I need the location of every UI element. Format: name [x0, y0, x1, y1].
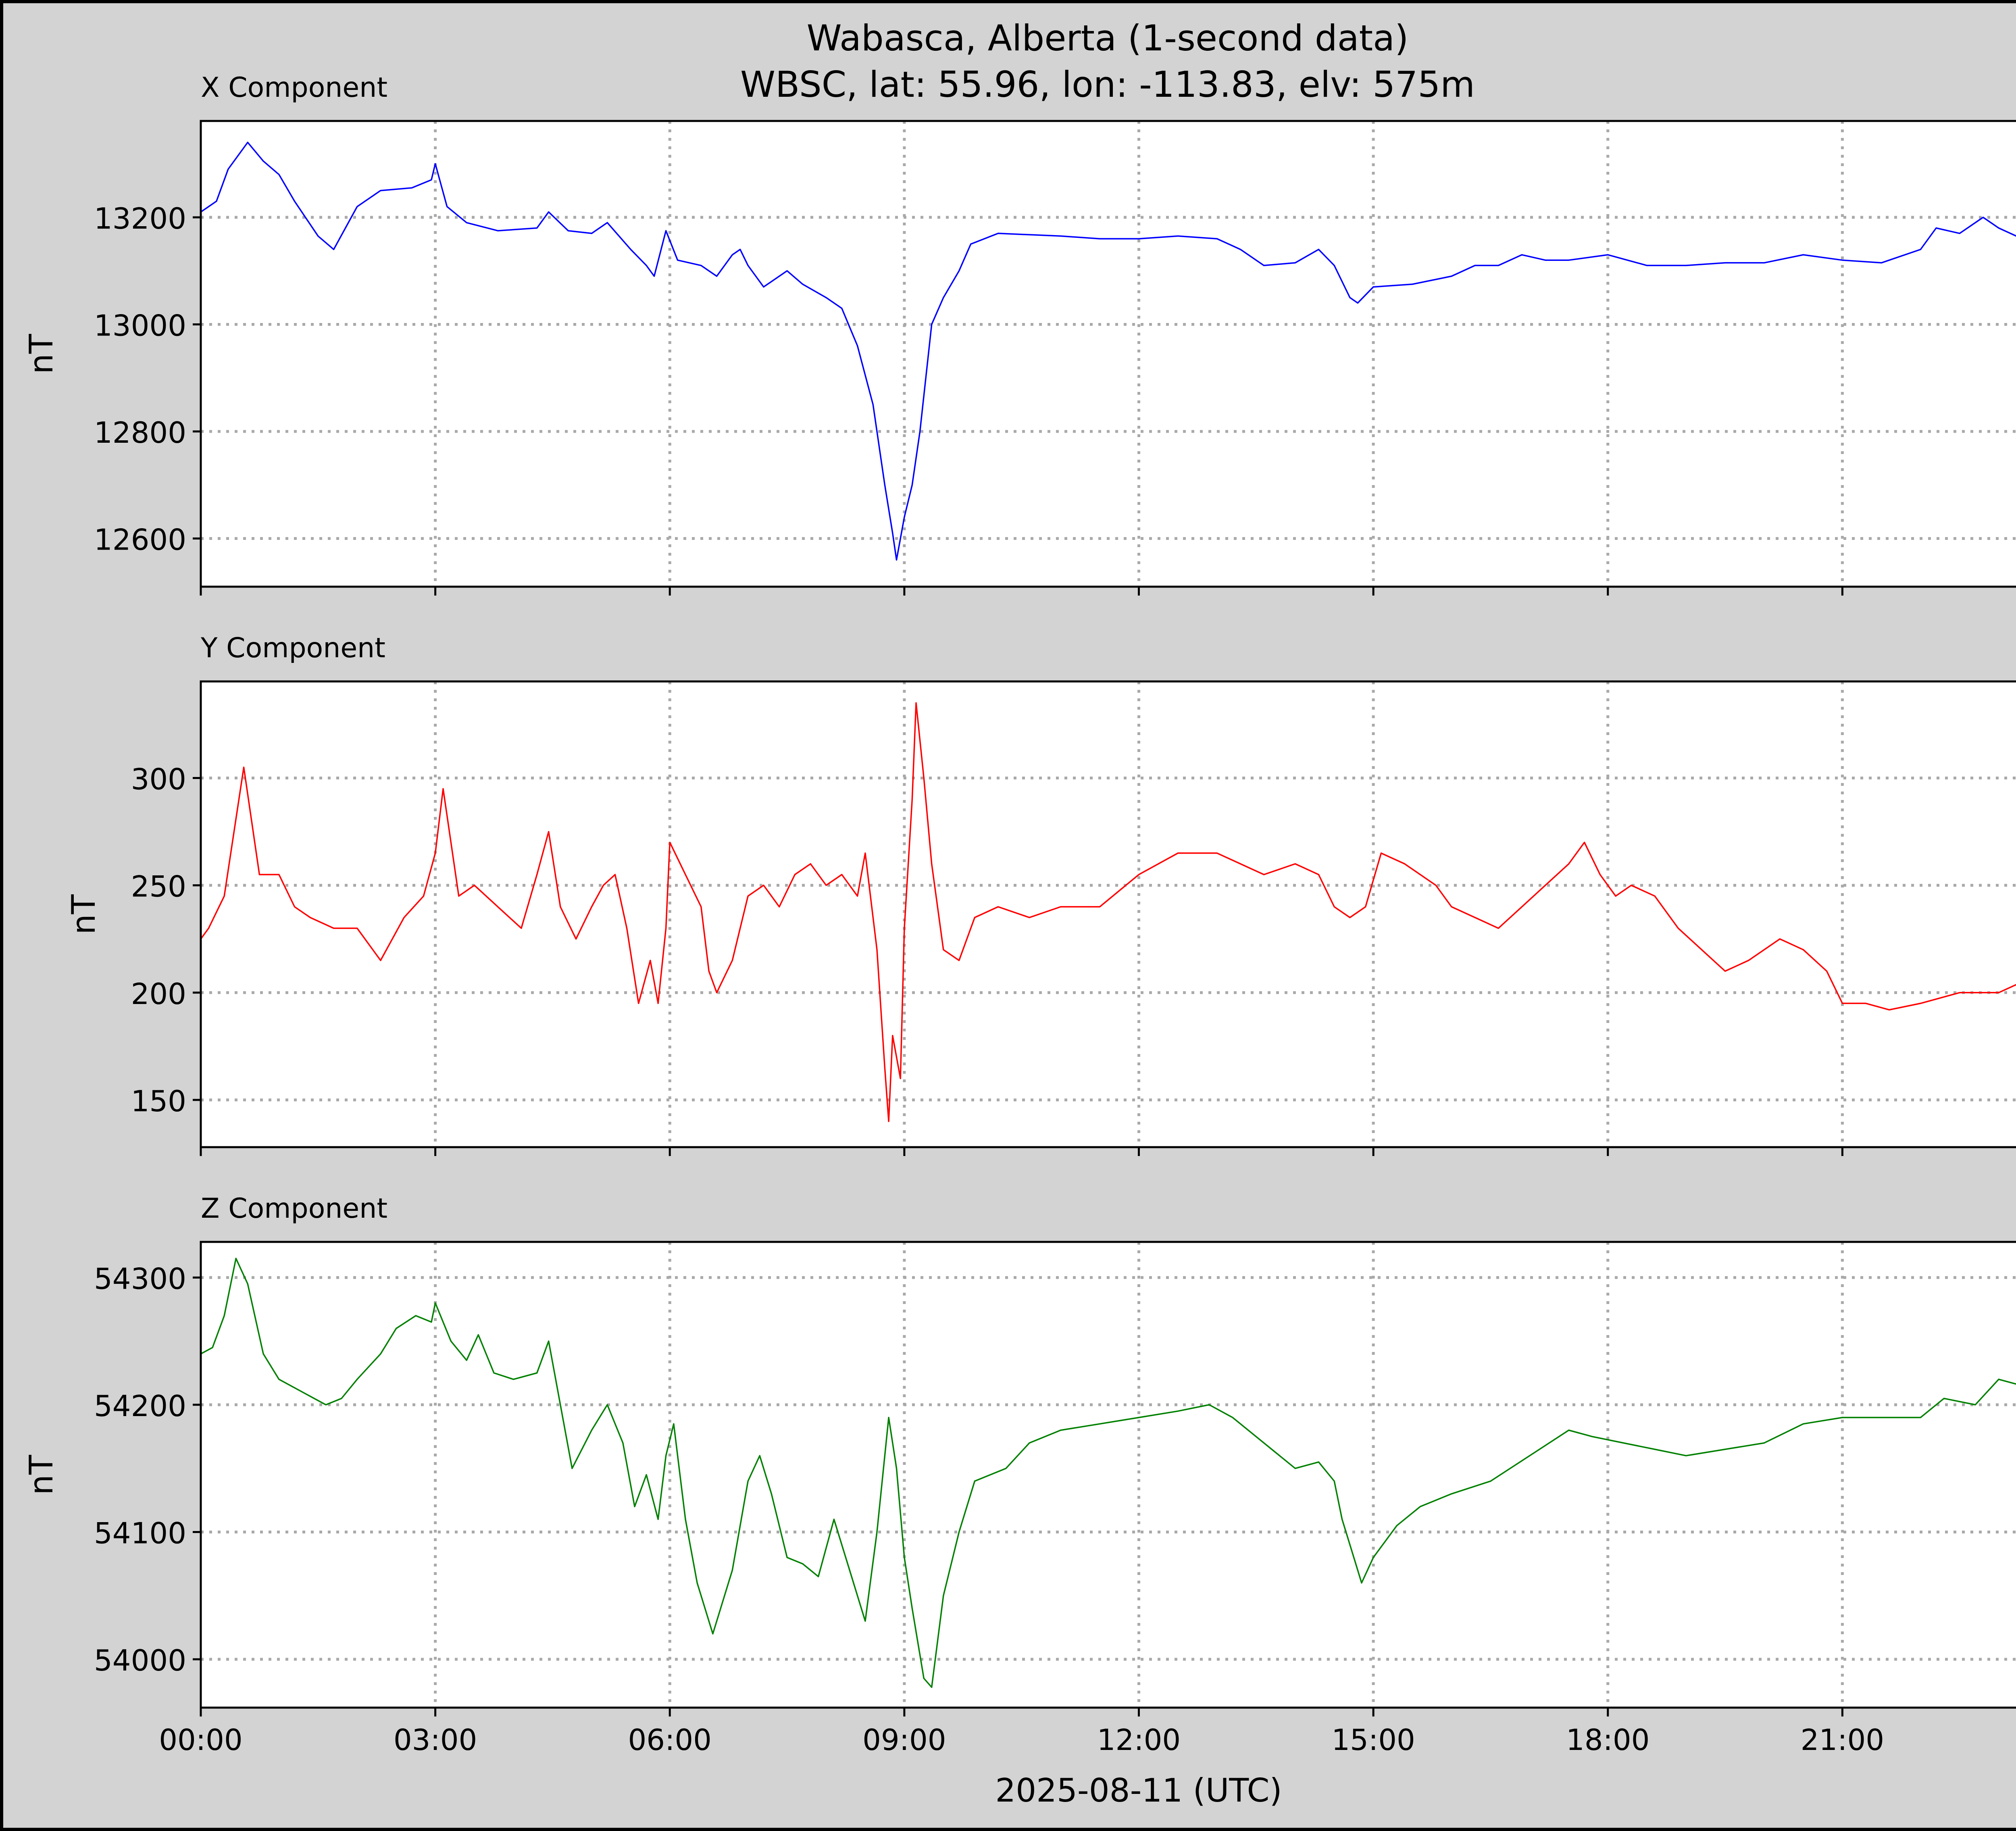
x-tick-label: 18:00 [1566, 1723, 1650, 1757]
grid-y [201, 681, 2016, 1147]
y-tick-label: 250 [131, 870, 186, 904]
plot-area-y [201, 681, 2016, 1147]
y-tick-label: 200 [131, 977, 186, 1011]
panel-x-component: X Component 12600 12800 13000 13200 nT [23, 72, 2016, 596]
x-tick-label: 15:00 [1331, 1723, 1415, 1757]
y-tick-label: 13200 [94, 202, 186, 235]
y-tick-label: 54200 [94, 1389, 186, 1423]
figure-title-line2: WBSC, lat: 55.96, lon: -113.83, elv: 575… [740, 64, 1475, 105]
y-tick-label: 12800 [94, 416, 186, 450]
figure-title-line1: Wabasca, Alberta (1-second data) [807, 17, 1409, 59]
y-tick-label: 54000 [94, 1644, 186, 1677]
y-tick-label: 150 [131, 1084, 186, 1118]
grid-z [201, 1242, 2016, 1708]
plot-area-x [201, 121, 2016, 587]
x-ticks-y [200, 1147, 1843, 1156]
x-ticks-x [200, 587, 1843, 596]
y-tick-label: 54100 [94, 1516, 186, 1550]
series-line-y [200, 702, 2016, 1122]
panel-title-z: Z Component [201, 1193, 387, 1225]
y-tick-label: 300 [131, 762, 186, 796]
panel-y-component: Y Component 150 200 250 300 nT [65, 632, 2016, 1156]
y-tick-label: 54300 [94, 1262, 186, 1296]
x-tick-label: 06:00 [628, 1723, 712, 1757]
grid-x [201, 121, 2016, 587]
x-tick-label: 21:00 [1801, 1723, 1885, 1757]
x-tick-label: 09:00 [862, 1723, 946, 1757]
series-line-z [200, 1258, 2016, 1688]
y-tick-label: 13000 [94, 308, 186, 342]
panel-title-x: X Component [201, 72, 387, 104]
x-tick-label: 12:00 [1097, 1723, 1181, 1757]
x-ticks-z: 00:00 03:00 06:00 09:00 12:00 15:00 18:00 21:00 [159, 1708, 1884, 1757]
x-axis-label: 2025-08-11 (UTC) [995, 1772, 1282, 1809]
panel-title-y: Y Component [200, 632, 385, 664]
y-axis-label-x: nT [23, 333, 60, 374]
x-tick-label: 03:00 [394, 1723, 477, 1757]
y-axis-label-y: nT [65, 894, 102, 935]
x-tick-label: 00:00 [159, 1723, 243, 1757]
series-line-x [200, 142, 2016, 561]
y-ticks-y: 150 200 250 300 [131, 762, 201, 1118]
y-tick-label: 12600 [94, 523, 186, 557]
y-ticks-x: 12600 12800 13000 13200 [94, 202, 201, 557]
plot-area-z [201, 1242, 2016, 1708]
y-axis-label-z: nT [23, 1454, 60, 1495]
y-ticks-z: 54000 54100 54200 54300 [94, 1262, 201, 1677]
panel-z-component: Z Component 54000 54100 54200 54300 00:00 03… [23, 1193, 2016, 1757]
